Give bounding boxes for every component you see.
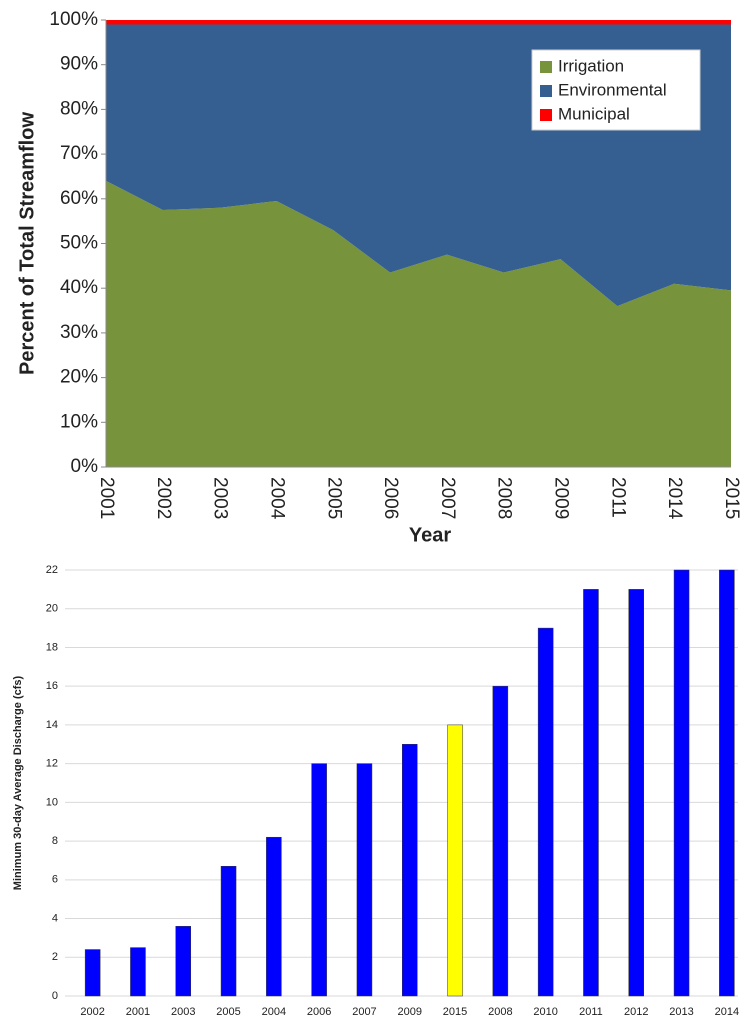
y-tick-label: 12 <box>46 758 58 770</box>
x-tick-label: 2004 <box>266 477 287 520</box>
bar <box>266 836 282 997</box>
x-tick-label: 2015 <box>443 1006 467 1018</box>
x-tick-label: 2008 <box>488 1006 512 1018</box>
x-tick-label: 2010 <box>533 1006 557 1018</box>
bar <box>628 589 644 997</box>
y-tick-label: 30% <box>60 322 98 343</box>
y-tick-label: 10 <box>46 796 58 808</box>
bar <box>311 763 327 997</box>
bar <box>673 569 690 997</box>
bar <box>583 589 599 997</box>
x-tick-label: 2005 <box>323 477 344 519</box>
bar <box>175 926 191 997</box>
x-tick-label: 2004 <box>262 1006 286 1018</box>
y-tick-label: 60% <box>60 188 98 209</box>
y-tick-label: 0 <box>52 990 58 1002</box>
x-tick-label: 2006 <box>307 1006 331 1018</box>
bar <box>537 627 554 997</box>
bar <box>220 866 237 997</box>
x-tick-label: 2006 <box>380 477 401 519</box>
y-axis-label: Minimum 30-day Average Discharge (cfs) <box>12 675 24 890</box>
y-tick-label: 6 <box>52 874 58 886</box>
x-tick-label: 2002 <box>80 1006 104 1018</box>
x-tick-label: 2011 <box>579 1006 603 1018</box>
legend-label: Irrigation <box>558 56 624 75</box>
bar <box>84 949 101 997</box>
y-tick-label: 50% <box>60 233 98 254</box>
legend-label: Municipal <box>558 104 630 123</box>
x-tick-label: 2003 <box>171 1006 195 1018</box>
bar <box>356 763 373 997</box>
legend-box <box>531 49 701 131</box>
legend-swatch <box>540 61 552 73</box>
y-tick-label: 100% <box>49 9 98 30</box>
x-tick-label: 2008 <box>494 477 515 519</box>
x-tick-label: 2015 <box>721 477 741 519</box>
y-tick-label: 70% <box>60 143 98 164</box>
legend-swatch <box>540 85 552 97</box>
x-tick-label: 2014 <box>664 477 685 520</box>
y-tick-label: 4 <box>52 912 58 924</box>
y-tick-label: 20% <box>60 367 98 388</box>
bar <box>447 724 463 997</box>
y-tick-label: 8 <box>52 835 58 847</box>
area <box>106 20 731 25</box>
x-tick-label: 2009 <box>398 1006 422 1018</box>
bar <box>719 569 735 997</box>
x-tick-label: 2001 <box>96 477 117 519</box>
x-tick-label: 2007 <box>437 477 458 519</box>
y-tick-label: 14 <box>46 719 58 731</box>
x-tick-label: 2009 <box>551 477 572 519</box>
y-tick-label: 90% <box>60 54 98 75</box>
legend-swatch <box>540 109 552 121</box>
x-axis-label: Year <box>409 524 451 546</box>
y-tick-label: 2 <box>52 951 58 963</box>
x-tick-label: 2001 <box>126 1006 150 1018</box>
y-tick-label: 20 <box>46 603 58 615</box>
y-tick-label: 22 <box>46 564 58 576</box>
y-tick-label: 18 <box>46 641 58 653</box>
x-tick-label: 2005 <box>216 1006 240 1018</box>
x-tick-label: 2012 <box>624 1006 648 1018</box>
x-tick-label: 2013 <box>669 1006 693 1018</box>
y-tick-label: 10% <box>60 411 98 432</box>
bar <box>492 685 509 997</box>
area <box>106 180 731 468</box>
y-tick-label: 40% <box>60 277 98 298</box>
y-tick-label: 16 <box>46 680 58 692</box>
y-tick-label: 80% <box>60 98 98 119</box>
y-tick-label: 0% <box>71 456 99 477</box>
legend-label: Environmental <box>558 80 667 99</box>
x-tick-label: 2007 <box>352 1006 376 1018</box>
bar <box>402 744 418 997</box>
x-tick-label: 2014 <box>715 1006 739 1018</box>
x-tick-label: 2002 <box>153 477 174 519</box>
y-axis-label: Percent of Total Streamflow <box>16 112 38 375</box>
x-tick-label: 2011 <box>607 477 628 518</box>
x-tick-label: 2003 <box>210 477 231 519</box>
bar <box>130 947 146 997</box>
